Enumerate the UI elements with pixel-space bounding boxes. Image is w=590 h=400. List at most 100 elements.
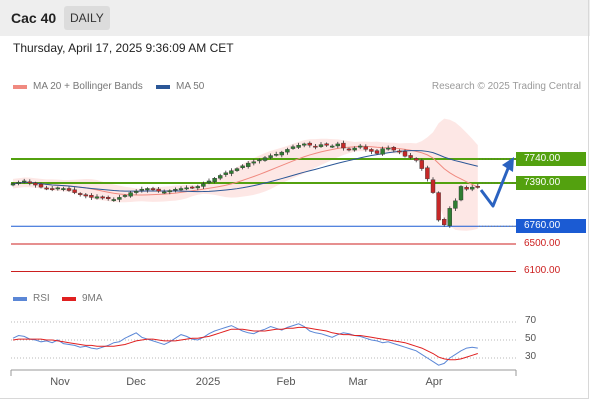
candle-body bbox=[240, 165, 245, 168]
rsi-tick-70: 70 bbox=[525, 315, 537, 326]
month-label-dec: Dec bbox=[126, 376, 146, 388]
level-label: 7390.00 bbox=[516, 176, 586, 190]
month-label-mar: Mar bbox=[348, 376, 368, 388]
candle-body bbox=[386, 147, 391, 150]
candle-body bbox=[22, 180, 27, 183]
candle-body bbox=[470, 186, 475, 190]
candle-body bbox=[16, 182, 21, 184]
timestamp: Thursday, April 17, 2025 9:36:09 AM CET bbox=[13, 41, 234, 55]
candle-body bbox=[245, 162, 251, 167]
candle-body bbox=[111, 199, 117, 201]
candle-body bbox=[391, 147, 396, 151]
candle-body bbox=[313, 145, 318, 148]
legend-rsi-ma: 9MA bbox=[62, 293, 103, 304]
candle-body bbox=[61, 188, 66, 190]
rsi-tick-50: 50 bbox=[525, 333, 537, 344]
legend-rsi: RSI bbox=[13, 293, 50, 304]
candle-body bbox=[33, 182, 38, 186]
candle-body bbox=[358, 145, 363, 148]
level-label: 7740.00 bbox=[516, 152, 586, 166]
candle-body bbox=[178, 188, 184, 191]
legend-ma50-label: MA 50 bbox=[176, 81, 205, 92]
candle-body bbox=[10, 183, 16, 186]
candle-body bbox=[302, 143, 307, 146]
candle-body bbox=[442, 219, 447, 226]
candle-body bbox=[330, 145, 335, 148]
candle-body bbox=[83, 194, 89, 197]
candle-body bbox=[475, 186, 480, 188]
month-label-feb: Feb bbox=[276, 376, 296, 388]
candles bbox=[10, 140, 480, 228]
candle-body bbox=[285, 149, 290, 153]
candle-body bbox=[206, 180, 212, 184]
candle-body bbox=[352, 147, 357, 151]
candle-body bbox=[324, 143, 329, 146]
candle-body bbox=[458, 186, 464, 201]
bollinger-bands bbox=[13, 118, 478, 231]
candle-body bbox=[212, 177, 217, 182]
candle-body bbox=[397, 150, 402, 153]
forecast-arrow-path bbox=[479, 165, 511, 208]
rsi-tick-30: 30 bbox=[525, 351, 537, 362]
candle-body bbox=[374, 150, 380, 154]
candle-body bbox=[128, 192, 133, 197]
bollinger-band-fill bbox=[13, 118, 478, 231]
legend-rsi-ma-label: 9MA bbox=[82, 293, 103, 304]
candle-body bbox=[89, 195, 94, 198]
candle-body bbox=[262, 157, 268, 161]
candle-body bbox=[436, 192, 441, 221]
candle-body bbox=[189, 186, 195, 189]
candle-body bbox=[453, 200, 458, 209]
legend-rsi-label: RSI bbox=[33, 293, 50, 304]
candle-body bbox=[217, 175, 223, 179]
candle-body bbox=[195, 186, 201, 189]
candle-body bbox=[167, 190, 173, 193]
legend-ma50: MA 50 bbox=[156, 81, 204, 92]
candle-body bbox=[425, 167, 430, 180]
candle-body bbox=[223, 172, 229, 175]
candle-body bbox=[66, 188, 72, 191]
candle-body bbox=[274, 153, 279, 156]
candle-body bbox=[122, 195, 128, 197]
level-label: 6500.00 bbox=[524, 238, 561, 250]
level-label: 6100.00 bbox=[524, 265, 561, 277]
candle-body bbox=[117, 197, 122, 200]
candle-body bbox=[408, 155, 413, 158]
candle-body bbox=[402, 151, 408, 157]
candle-body bbox=[133, 191, 139, 193]
rsi-swatch bbox=[13, 296, 27, 301]
candle-body bbox=[251, 161, 257, 164]
candle-body bbox=[307, 142, 312, 146]
candle-body bbox=[229, 170, 234, 174]
month-label-2025: 2025 bbox=[195, 376, 221, 388]
candle-body bbox=[77, 193, 83, 195]
ma20-swatch bbox=[13, 84, 27, 89]
candle-body bbox=[268, 155, 273, 158]
candle-body bbox=[346, 148, 352, 151]
candle-body bbox=[50, 188, 55, 190]
rsi-line bbox=[12, 323, 478, 366]
candle-body bbox=[201, 183, 206, 187]
candle-body bbox=[156, 188, 161, 192]
candle-body bbox=[72, 189, 77, 193]
rsi-ma-line bbox=[12, 326, 478, 361]
candle-body bbox=[430, 179, 436, 193]
candle-body bbox=[341, 142, 346, 149]
candle-body bbox=[184, 187, 189, 190]
credit-text: Research © 2025 Trading Central bbox=[431, 81, 581, 92]
candle-body bbox=[335, 143, 340, 147]
timeframe-button[interactable]: DAILY bbox=[64, 6, 110, 30]
candle-body bbox=[105, 197, 111, 199]
candle-body bbox=[363, 146, 368, 150]
legend-ma20-label: MA 20 + Bollinger Bands bbox=[33, 81, 143, 92]
candle-body bbox=[296, 145, 301, 148]
legend-ma20: MA 20 + Bollinger Bands bbox=[13, 81, 143, 92]
candle-body bbox=[27, 181, 32, 184]
candle-body bbox=[234, 168, 240, 171]
rsi-ma-swatch bbox=[62, 296, 76, 301]
ma50-swatch bbox=[156, 84, 170, 89]
candle-body bbox=[44, 187, 49, 190]
candle-body bbox=[38, 184, 44, 188]
candle-body bbox=[369, 149, 374, 152]
